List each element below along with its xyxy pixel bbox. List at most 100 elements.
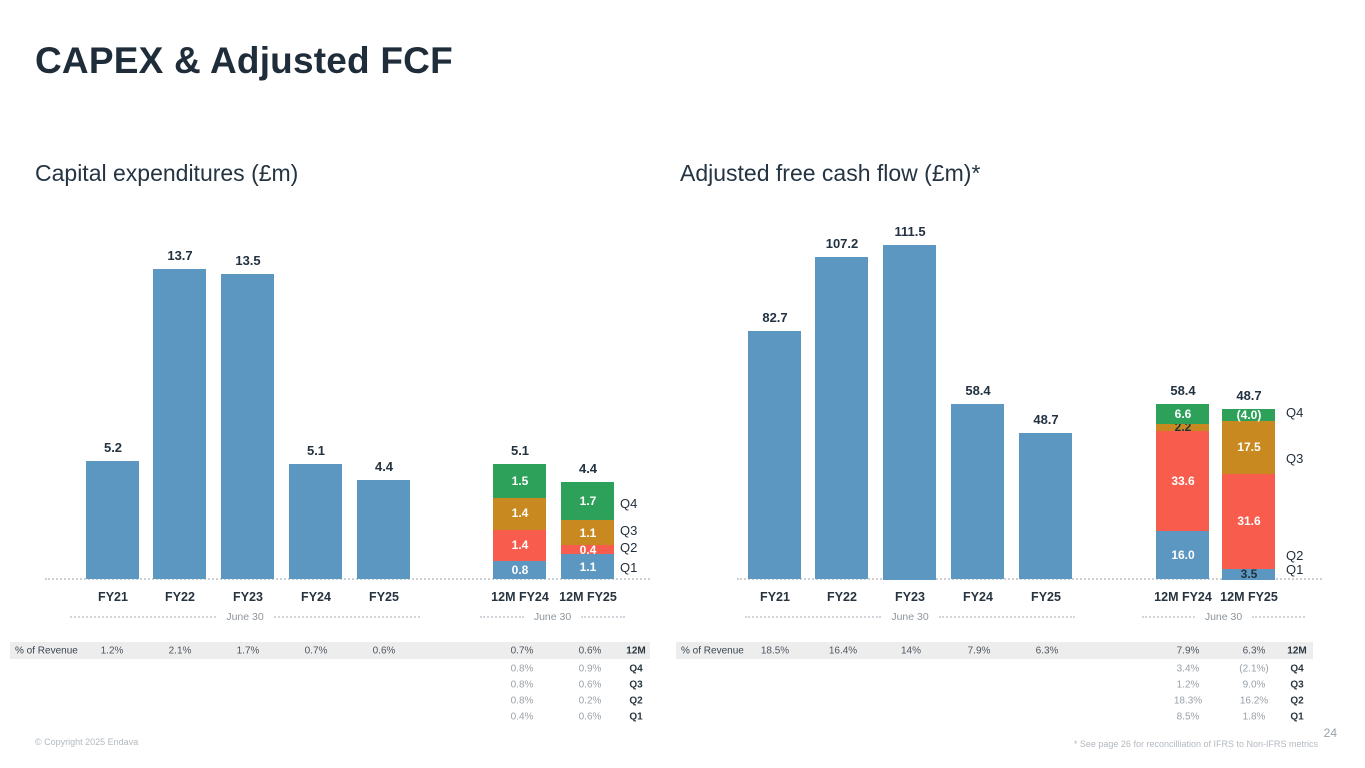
segment-12M-FY25-Q3 (1222, 421, 1275, 474)
revenue-quarter-value: 3.4% (1176, 663, 1200, 675)
revenue-fy-value: 0.6% (372, 645, 396, 657)
revenue-quarter-value: 18.3% (1173, 695, 1203, 707)
revenue-quarter-value: 0.2% (578, 695, 602, 707)
axis-note: June 30 (1204, 611, 1243, 623)
segment-12M-FY25-Q1 (1222, 569, 1275, 580)
revenue-quarter-value: 0.8% (510, 695, 534, 707)
revenue-quarter-label-Q4: Q4 (629, 663, 643, 675)
segment-value-Q1: 1.1 (579, 560, 597, 574)
bar-value-FY21: 5.2 (103, 440, 123, 455)
segment-value-Q4: 1.5 (511, 474, 529, 488)
axis-label-12M-FY24: 12M FY24 (491, 590, 549, 604)
bar-value-FY24: 5.1 (306, 443, 326, 458)
revenue-row-label-0: % of Revenue (15, 645, 78, 657)
revenue-fy-value: 6.3% (1035, 645, 1059, 657)
revenue-quarter-label-Q3: Q3 (629, 679, 643, 691)
segment-12M-FY24-Q1 (493, 561, 546, 579)
axis-label-FY25: FY25 (369, 590, 399, 604)
axis-label-FY24: FY24 (963, 590, 993, 604)
segment-12M-FY25-Q1 (561, 554, 614, 579)
stack-total-12M-FY24: 58.4 (1170, 383, 1196, 398)
segment-value-Q2: 1.4 (511, 538, 529, 552)
dotted-rule (1142, 616, 1195, 618)
revenue-band-1 (676, 642, 1313, 659)
segment-value-Q2: 31.6 (1237, 514, 1261, 528)
revenue-quarter-label-Q4: Q4 (1290, 663, 1304, 675)
axis-note: June 30 (226, 611, 264, 623)
revenue-fy-value: 18.5% (760, 645, 790, 657)
quarter-axis-label-Q1: Q1 (620, 560, 638, 575)
page-title: CAPEX & Adjusted FCF (35, 40, 453, 81)
bar-FY25 (357, 480, 410, 579)
segment-value-Q4: 6.6 (1174, 407, 1192, 421)
revenue-12m-value: 0.7% (510, 645, 534, 657)
revenue-fy-value: 16.4% (828, 645, 858, 657)
revenue-fy-value: 7.9% (967, 645, 991, 657)
segment-value-Q1: 16.0 (1171, 548, 1195, 562)
segment-value-Q3: 17.5 (1237, 440, 1261, 454)
dotted-rule (745, 616, 882, 618)
bar-value-FY23: 13.5 (235, 253, 261, 268)
quarter-axis-label-Q4: Q4 (620, 496, 638, 511)
segment-value-Q2: 33.6 (1171, 474, 1195, 488)
stack-total-12M-FY25: 4.4 (578, 461, 598, 476)
revenue-12m-value: 6.3% (1242, 645, 1266, 657)
segment-12M-FY24-Q3 (1156, 424, 1209, 431)
bar-value-FY23: 111.5 (894, 224, 926, 239)
june30-row-1-0: June 30 (745, 610, 1075, 624)
page-number: 24 (1323, 726, 1337, 740)
segment-12M-FY24-Q4 (493, 464, 546, 498)
dotted-rule (480, 616, 524, 618)
revenue-row-label-1: % of Revenue (681, 645, 744, 657)
segment-12M-FY24-Q4 (1156, 404, 1209, 424)
right-chart-title: Adjusted free cash flow (£m)* (680, 160, 981, 186)
segment-12M-FY25-Q4 (1222, 409, 1275, 421)
segment-value-Q2: 0.4 (579, 543, 597, 557)
revenue-fy-value: 14% (900, 645, 922, 657)
axis-label-FY23: FY23 (233, 590, 263, 604)
revenue-quarter-label-Q2: Q2 (629, 695, 643, 707)
axis-label-FY25: FY25 (1031, 590, 1061, 604)
bar-FY21 (748, 331, 801, 579)
revenue-quarter-value: 0.9% (578, 663, 602, 675)
quarter-axis-label-Q3: Q3 (620, 523, 638, 538)
segment-12M-FY25-Q2 (561, 545, 614, 554)
left-chart-title: Capital expenditures (£m) (35, 160, 299, 186)
revenue-quarter-value: 0.8% (510, 679, 534, 691)
copyright-text: © Copyright 2025 Endava (35, 737, 139, 747)
axis-note: June 30 (533, 611, 572, 623)
axis-label-FY24: FY24 (301, 590, 331, 604)
segment-12M-FY24-Q3 (493, 498, 546, 530)
bar-value-FY22: 107.2 (825, 236, 859, 251)
revenue-quarter-label-Q1: Q1 (1290, 711, 1304, 723)
revenue-quarter-value: 0.6% (578, 679, 602, 691)
dotted-rule (581, 616, 625, 618)
quarter-axis-label-Q1: Q1 (1286, 562, 1304, 577)
june30-row-1-1: June 30 (1142, 610, 1305, 624)
revenue-quarter-label-Q2: Q2 (1290, 695, 1304, 707)
segment-value-Q3: 1.1 (579, 526, 597, 540)
bar-value-FY21: 82.7 (762, 310, 788, 325)
axis-label-12M-FY25: 12M FY25 (1220, 590, 1278, 604)
axis-label-12M-FY24: 12M FY24 (1154, 590, 1212, 604)
dotted-rule (70, 616, 217, 618)
segment-12M-FY24-Q1 (1156, 531, 1209, 579)
revenue-quarter-value: 9.0% (1242, 679, 1266, 691)
axis-label-FY22: FY22 (165, 590, 195, 604)
axis-note: June 30 (891, 611, 929, 623)
revenue-quarter-value: 0.6% (578, 711, 602, 723)
revenue-quarter-value: 16.2% (1239, 695, 1269, 707)
segment-value-Q1: 3.5 (1240, 567, 1258, 581)
quarter-axis-label-Q4: Q4 (1286, 405, 1304, 420)
bar-FY22 (153, 269, 206, 579)
bar-FY23 (221, 274, 274, 579)
axis-label-FY21: FY21 (98, 590, 128, 604)
stack-total-12M-FY24: 5.1 (510, 443, 530, 458)
revenue-quarter-label-Q3: Q3 (1290, 679, 1304, 691)
revenue-quarter-value: 1.8% (1242, 711, 1266, 723)
segment-value-Q3: 1.4 (511, 506, 529, 520)
quarter-axis-label-Q3: Q3 (1286, 451, 1304, 466)
revenue-band-0 (10, 642, 650, 659)
quarter-axis-label-Q2: Q2 (1286, 548, 1304, 563)
